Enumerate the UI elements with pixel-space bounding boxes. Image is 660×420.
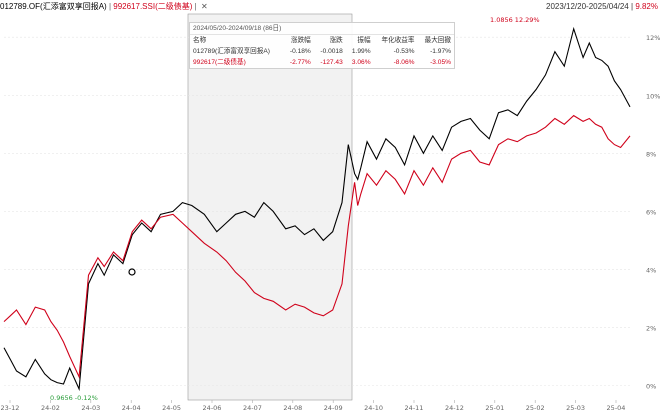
stats-cell: -1.97% xyxy=(430,48,451,55)
x-tick-label: 24-05 xyxy=(162,404,181,412)
stats-header-amplitude: 振幅 xyxy=(357,37,371,44)
y-tick-label: 2% xyxy=(646,324,656,332)
legend-separator: | xyxy=(108,2,112,11)
x-tick-label: 25-02 xyxy=(526,404,545,412)
stats-cell: -2.77% xyxy=(289,59,311,66)
stats-header-change-pct: 涨跌幅 xyxy=(291,37,311,44)
stats-cell: -0.53% xyxy=(393,48,415,55)
stats-header-drawdown: 最大回撤 xyxy=(424,37,451,44)
y-tick-label: 10% xyxy=(646,92,660,100)
x-tick-label: 25-03 xyxy=(566,404,585,412)
stats-cell: -8.06% xyxy=(393,59,415,66)
x-tick-label: 24-11 xyxy=(405,404,424,412)
y-tick-label: 6% xyxy=(646,208,656,216)
x-tick-label: 24-08 xyxy=(283,404,302,412)
stats-cell: 3.06% xyxy=(351,59,371,66)
x-tick-label: 24-12 xyxy=(445,404,464,412)
stats-table: 名称 涨跌幅 涨跌 振幅 年化收益率 最大回撤 012789(汇添富双享回报A)… xyxy=(190,35,454,68)
close-icon[interactable]: ✕ xyxy=(200,2,208,11)
stats-cell: 1.99% xyxy=(351,48,371,55)
y-tick-label: 0% xyxy=(646,382,656,390)
stats-row: 012789(汇添富双享回报A) -0.18% -0.0018 1.99% -0… xyxy=(190,46,454,57)
x-tick-label: 24-02 xyxy=(41,404,60,412)
legend-separator-2: | xyxy=(194,2,197,11)
high-annotation: 1.0856 12.29% xyxy=(490,16,540,24)
x-tick-label: 25-04 xyxy=(607,404,626,412)
y-tick-label: 12% xyxy=(646,34,660,42)
stats-cell: -3.05% xyxy=(430,59,451,66)
series-line-fund xyxy=(3,26,631,392)
legend-series2[interactable]: 992617.SSI(二级债基) xyxy=(113,2,193,11)
series-legend: 012789.OF(汇添富双享回报A) | 992617.SSI(二级债基) |… xyxy=(0,2,208,12)
stats-header-annualized: 年化收益率 xyxy=(381,37,415,44)
stats-row: 992617(二级债基) -2.77% -127.43 3.06% -8.06%… xyxy=(190,57,454,68)
x-tick-label: 24-04 xyxy=(122,404,141,412)
y-tick-label: 4% xyxy=(646,266,656,274)
x-tick-label: 24-07 xyxy=(243,404,262,412)
stats-cell: -0.0018 xyxy=(320,48,343,55)
date-range-display: 2023/12/20-2025/04/24 | 9.82% xyxy=(546,2,658,12)
x-tick-label: 24-09 xyxy=(324,404,343,412)
range-dates: 2023/12/20-2025/04/24 xyxy=(546,2,629,11)
stats-cell: -127.43 xyxy=(320,59,343,66)
stats-cell: -0.18% xyxy=(289,48,311,55)
series-line-index xyxy=(3,114,631,379)
stats-period: 2024/05/20-2024/09/18 (86日) xyxy=(190,23,454,35)
range-separator: | xyxy=(631,2,634,11)
stats-cell: 012789(汇添富双享回报A) xyxy=(193,48,270,55)
selection-stats-panel: 2024/05/20-2024/09/18 (86日) 名称 涨跌幅 涨跌 振幅… xyxy=(189,22,455,69)
low-annotation: 0.9656 -0.12% xyxy=(50,394,98,402)
range-pct: 9.82% xyxy=(635,2,658,11)
x-tick-label: 24-03 xyxy=(81,404,100,412)
x-tick-label: 23-12 xyxy=(1,404,20,412)
x-tick-label: 24-10 xyxy=(364,404,383,412)
stats-header-row: 名称 涨跌幅 涨跌 振幅 年化收益率 最大回撤 xyxy=(190,35,454,46)
stats-header-name: 名称 xyxy=(193,37,207,44)
stats-cell: 992617(二级债基) xyxy=(193,59,246,66)
selection-band xyxy=(187,13,353,401)
legend-series1[interactable]: 012789.OF(汇添富双享回报A) xyxy=(0,2,107,11)
crosshair-marker xyxy=(128,268,136,276)
x-tick-label: 24-06 xyxy=(203,404,222,412)
x-tick-label: 25-01 xyxy=(485,404,504,412)
y-tick-label: 8% xyxy=(646,150,656,158)
stats-header-change: 涨跌 xyxy=(329,37,343,44)
